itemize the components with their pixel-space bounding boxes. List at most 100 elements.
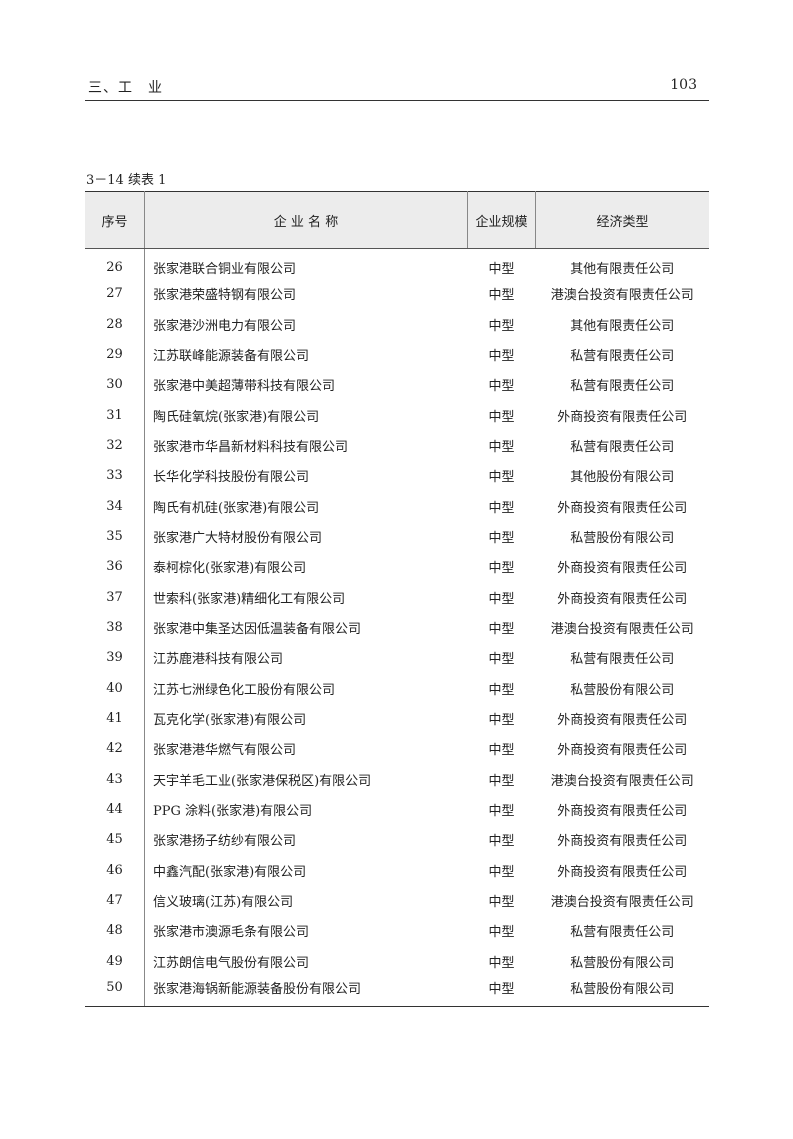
cell-scale: 中型 <box>488 925 515 941</box>
cell-type: 私营有限责任公司 <box>570 925 675 941</box>
enterprise-table: 序号 企 业 名 称 企业规模 经济类型 26 张家港联合铜业有限公司 中型 其他有限… <box>85 191 709 1008</box>
cell-name: 陶氏有机硅(张家港)有限公司 <box>153 500 320 516</box>
table-row: 33 长华化学科技股份有限公司 中型 其他股份有限公司 <box>85 460 709 492</box>
col-header-type: 经济类型 <box>535 191 709 249</box>
cell-name: 张家港港华燃气有限公司 <box>153 743 297 759</box>
cell-seq: 31 <box>85 400 145 431</box>
cell-seq: 38 <box>85 612 145 643</box>
cell-name: 张家港市澳源毛条有限公司 <box>153 925 310 941</box>
cell-name: 长华化学科技股份有限公司 <box>153 470 310 486</box>
cell-seq: 41 <box>85 703 145 734</box>
cell-type: 外商投资有限责任公司 <box>557 864 688 880</box>
cell-type: 其他股份有限公司 <box>570 470 675 486</box>
table-row: 37 世索科(张家港)精细化工有限公司 中型 外商投资有限责任公司 <box>85 582 709 613</box>
table-row: 27 张家港荣盛特钢有限公司 中型 港澳台投资有限责任公司 <box>85 278 709 310</box>
col-header-name: 企 业 名 称 <box>144 191 468 249</box>
cell-type: 其他有限责任公司 <box>570 261 675 277</box>
cell-scale: 中型 <box>488 743 515 759</box>
cell-type: 私营有限责任公司 <box>570 349 675 365</box>
cell-scale: 中型 <box>467 976 536 1008</box>
cell-name: 张家港海锅新能源装备股份有限公司 <box>144 976 468 1008</box>
cell-seq: 30 <box>85 369 145 401</box>
cell-name: 世索科(张家港)精细化工有限公司 <box>153 591 346 607</box>
table-caption: 3－14 续表 1 <box>86 173 167 188</box>
cell-name: 泰柯棕化(张家港)有限公司 <box>153 561 307 577</box>
cell-name: PPG 涂料(张家港)有限公司 <box>153 804 313 820</box>
cell-seq: 46 <box>85 855 145 886</box>
cell-seq: 49 <box>85 946 145 977</box>
cell-type: 外商投资有限责任公司 <box>557 561 688 577</box>
cell-scale: 中型 <box>488 500 515 516</box>
cell-name: 陶氏硅氧烷(张家港)有限公司 <box>153 409 320 425</box>
table-row: 36 泰柯棕化(张家港)有限公司 中型 外商投资有限责任公司 <box>85 551 709 583</box>
cell-type: 港澳台投资有限责任公司 <box>550 288 694 304</box>
table-row: 46 中鑫汽配(张家港)有限公司 中型 外商投资有限责任公司 <box>85 855 709 886</box>
cell-type: 私营股份有限公司 <box>570 682 675 698</box>
cell-scale: 中型 <box>488 409 515 425</box>
cell-name: 江苏鹿港科技有限公司 <box>153 652 284 668</box>
table-row: 49 江苏朗信电气股份有限公司 中型 私营股份有限公司 <box>85 946 709 977</box>
cell-type: 外商投资有限责任公司 <box>557 804 688 820</box>
table-row: 39 江苏鹿港科技有限公司 中型 私营有限责任公司 <box>85 642 709 674</box>
cell-type: 外商投资有限责任公司 <box>557 500 688 516</box>
cell-scale: 中型 <box>488 804 515 820</box>
table-row: 43 天宇羊毛工业(张家港保税区)有限公司 中型 港澳台投资有限责任公司 <box>85 764 709 795</box>
cell-scale: 中型 <box>488 622 515 638</box>
table-row: 44 PPG 涂料(张家港)有限公司 中型 外商投资有限责任公司 <box>85 794 709 825</box>
cell-name: 天宇羊毛工业(张家港保税区)有限公司 <box>153 773 372 789</box>
cell-seq: 40 <box>85 673 145 704</box>
cell-scale: 中型 <box>488 682 515 698</box>
cell-seq: 37 <box>85 582 145 613</box>
cell-type: 私营有限责任公司 <box>570 440 675 456</box>
cell-scale: 中型 <box>488 440 515 456</box>
cell-seq: 45 <box>85 824 145 856</box>
cell-scale: 中型 <box>488 652 515 668</box>
cell-type: 外商投资有限责任公司 <box>557 409 688 425</box>
cell-name: 张家港荣盛特钢有限公司 <box>153 288 297 304</box>
cell-name: 中鑫汽配(张家港)有限公司 <box>153 864 307 880</box>
table-row: 38 张家港中集圣达因低温装备有限公司 中型 港澳台投资有限责任公司 <box>85 612 709 643</box>
cell-name: 张家港联合铜业有限公司 <box>153 261 297 277</box>
cell-name: 张家港市华昌新材料科技有限公司 <box>153 440 349 456</box>
col-header-seq: 序号 <box>85 191 145 249</box>
cell-name: 信义玻璃(江苏)有限公司 <box>153 895 294 911</box>
cell-scale: 中型 <box>488 531 515 547</box>
cell-seq: 27 <box>85 278 145 310</box>
cell-type: 港澳台投资有限责任公司 <box>550 773 694 789</box>
cell-seq: 43 <box>85 764 145 795</box>
cell-scale: 中型 <box>488 561 515 577</box>
table-row: 48 张家港市澳源毛条有限公司 中型 私营有限责任公司 <box>85 915 709 947</box>
table-row: 45 张家港扬子纺纱有限公司 中型 外商投资有限责任公司 <box>85 824 709 856</box>
cell-seq: 28 <box>85 309 145 340</box>
cell-seq: 34 <box>85 491 145 522</box>
cell-type: 私营有限责任公司 <box>570 379 675 395</box>
table-row: 50 张家港海锅新能源装备股份有限公司 中型 私营股份有限公司 <box>85 976 709 1008</box>
table-row: 26 张家港联合铜业有限公司 中型 其他有限责任公司 <box>85 248 709 279</box>
cell-name: 江苏七洲绿色化工股份有限公司 <box>153 682 336 698</box>
cell-seq: 39 <box>85 642 145 674</box>
table-row: 32 张家港市华昌新材料科技有限公司 中型 私营有限责任公司 <box>85 430 709 461</box>
cell-type: 私营股份有限公司 <box>570 955 675 971</box>
cell-seq: 32 <box>85 430 145 461</box>
cell-name: 张家港中集圣达因低温装备有限公司 <box>153 622 362 638</box>
cell-scale: 中型 <box>488 288 515 304</box>
cell-name: 张家港沙洲电力有限公司 <box>153 318 297 334</box>
cell-name: 张家港中美超薄带科技有限公司 <box>153 379 336 395</box>
cell-type: 港澳台投资有限责任公司 <box>550 622 694 638</box>
table-row: 41 瓦克化学(张家港)有限公司 中型 外商投资有限责任公司 <box>85 703 709 734</box>
table-header-row: 序号 企 业 名 称 企业规模 经济类型 <box>85 191 709 249</box>
cell-scale: 中型 <box>488 955 515 971</box>
page-number: 103 <box>670 77 697 93</box>
cell-name: 张家港扬子纺纱有限公司 <box>153 834 297 850</box>
cell-type: 外商投资有限责任公司 <box>557 591 688 607</box>
cell-scale: 中型 <box>488 895 515 911</box>
cell-scale: 中型 <box>488 379 515 395</box>
cell-scale: 中型 <box>488 470 515 486</box>
cell-seq: 42 <box>85 733 145 765</box>
cell-type: 私营有限责任公司 <box>570 652 675 668</box>
table-row: 40 江苏七洲绿色化工股份有限公司 中型 私营股份有限公司 <box>85 673 709 704</box>
cell-name: 张家港广大特材股份有限公司 <box>153 531 323 547</box>
cell-scale: 中型 <box>488 349 515 365</box>
cell-type: 外商投资有限责任公司 <box>557 713 688 729</box>
col-header-scale: 企业规模 <box>467 191 536 249</box>
